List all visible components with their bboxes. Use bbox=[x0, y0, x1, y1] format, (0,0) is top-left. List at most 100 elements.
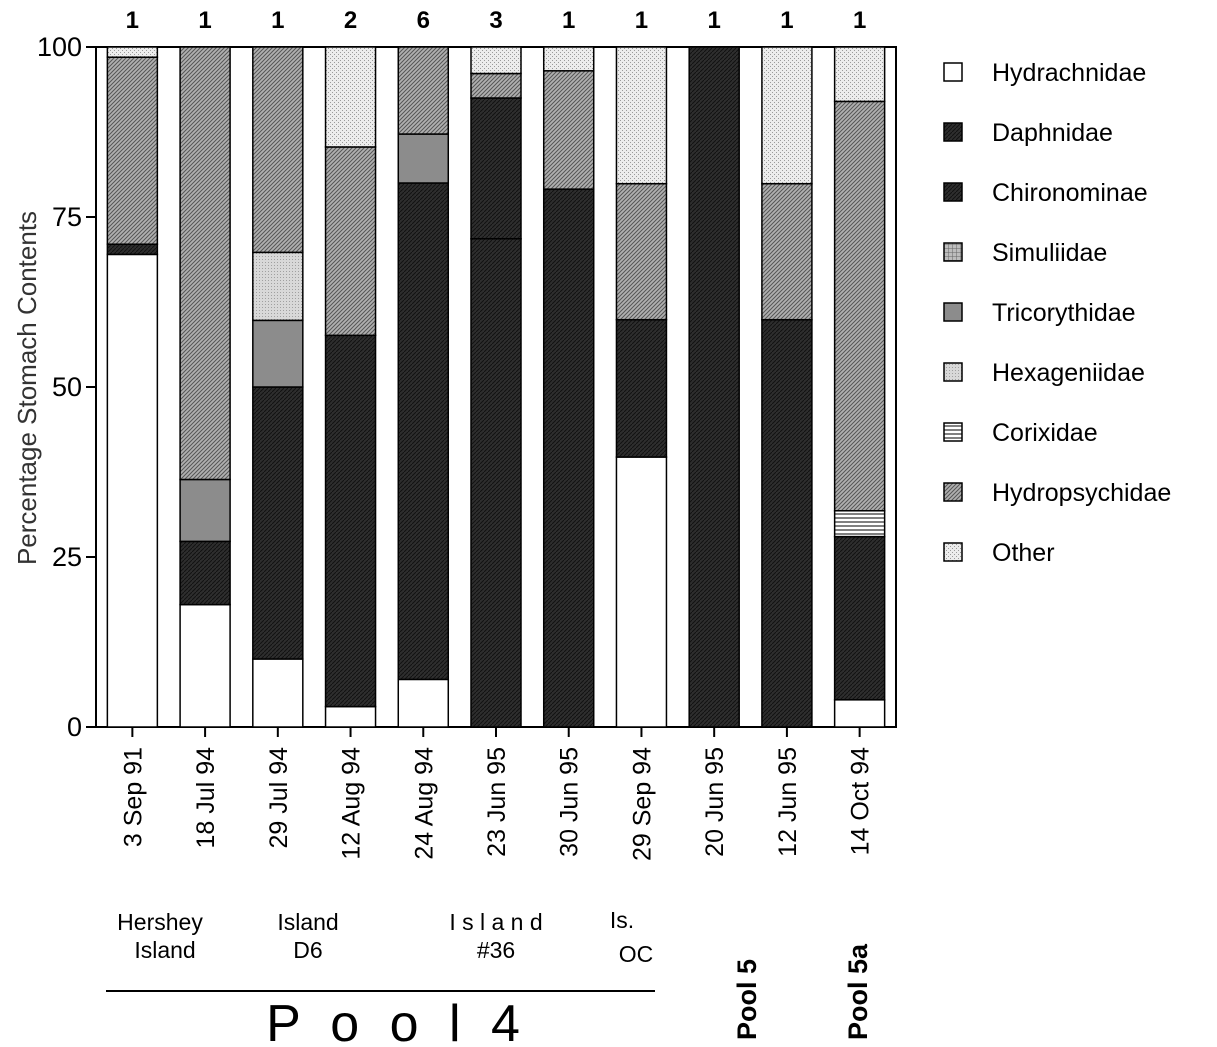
pool-5-label: Pool 5 bbox=[732, 959, 762, 1040]
bar-segment-chironominae bbox=[833, 535, 886, 701]
bar-count-label: 1 bbox=[271, 7, 284, 34]
bar-segment-tricorythidae bbox=[179, 478, 231, 543]
legend-label-chironominae: Chironominae bbox=[992, 179, 1148, 207]
site-label-d6-2: D6 bbox=[293, 937, 322, 963]
bar-segment-hydropsychidae bbox=[470, 72, 522, 99]
bar-count-labels: 1 1 1 2 6 3 1 1 1 1 1 bbox=[126, 7, 867, 34]
x-tick-label: 29 Jul 94 bbox=[265, 747, 293, 849]
bar-segment-hydropsychidae bbox=[324, 146, 377, 337]
y-tick-label: 25 bbox=[52, 542, 82, 572]
bar-segment-hydropsychidae bbox=[397, 46, 450, 135]
site-label-island36-1: I s l a n d bbox=[449, 909, 542, 935]
bar-segment-other bbox=[542, 46, 595, 72]
bar-segment-other bbox=[106, 46, 159, 58]
site-label-isoc-2: OC bbox=[619, 941, 654, 967]
pool-4-label: P o o l 4 bbox=[266, 995, 528, 1047]
bar-count-label: 6 bbox=[417, 7, 430, 34]
bar-segment-chironominae bbox=[761, 318, 813, 728]
y-tick-label: 75 bbox=[52, 202, 82, 232]
bar-segment-other bbox=[324, 46, 377, 148]
bar-count-label: 3 bbox=[489, 7, 502, 34]
bar-count-label: 1 bbox=[708, 7, 721, 34]
site-labels: Hershey Island Island D6 I s l a n d #36… bbox=[117, 907, 653, 967]
bar-segment-chironominae bbox=[252, 386, 304, 660]
x-tick-labels: 3 Sep 91 18 Jul 94 29 Jul 94 12 Aug 94 24 Au… bbox=[119, 747, 874, 861]
bar-segment-hydropsychidae bbox=[542, 70, 595, 190]
bar-count-label: 1 bbox=[635, 7, 648, 34]
bar-count-label: 1 bbox=[126, 7, 139, 34]
bar-segment-chironominae bbox=[324, 334, 377, 708]
legend-swatch-simuliidae bbox=[943, 242, 963, 262]
legend-label-corixidae: Corixidae bbox=[992, 419, 1098, 447]
legend-swatch-other bbox=[943, 542, 963, 562]
bar-segment-other bbox=[615, 46, 668, 185]
y-tick-label: 100 bbox=[37, 32, 82, 62]
y-tick-label: 0 bbox=[67, 712, 82, 742]
legend-swatch-hydropsychidae bbox=[943, 482, 963, 502]
bar-segment-hydropsychidae bbox=[179, 46, 231, 481]
legend-label-hexageniidae: Hexageniidae bbox=[992, 359, 1145, 387]
bar-segment-hydrachnidae bbox=[397, 678, 450, 728]
bar-segment-hydrachnidae bbox=[615, 456, 668, 728]
bar-segment-tricorythidae bbox=[397, 133, 450, 184]
bar-segment-chironominae bbox=[470, 97, 522, 240]
bar-segment-hydropsychidae bbox=[833, 100, 886, 512]
x-tick-label: 3 Sep 91 bbox=[119, 747, 147, 847]
bar-segment-hydropsychidae bbox=[106, 56, 159, 245]
bar-segment-chironominae bbox=[615, 318, 668, 458]
bar-segment-chironominae bbox=[179, 540, 231, 606]
site-label-hershey-2: Island bbox=[134, 937, 195, 963]
bar-count-label: 1 bbox=[780, 7, 793, 34]
legend-label-tricorythidae: Tricorythidae bbox=[992, 299, 1136, 327]
site-label-hershey-1: Hershey bbox=[117, 909, 203, 935]
bar-segment-other bbox=[470, 46, 522, 75]
bar-segment-other bbox=[761, 46, 813, 185]
bar-segment-daphnidae bbox=[470, 238, 522, 728]
legend-swatch-corixidae bbox=[943, 422, 963, 442]
legend-swatch-daphnidae bbox=[943, 122, 963, 142]
bar-segment-hydropsychidae bbox=[615, 182, 668, 321]
bars bbox=[106, 46, 886, 728]
x-tick-label: 24 Aug 94 bbox=[410, 747, 438, 860]
legend-label-other: Other bbox=[992, 539, 1055, 567]
bar-count-label: 2 bbox=[344, 7, 357, 34]
x-tick-label: 29 Sep 94 bbox=[628, 747, 656, 861]
bar-segment-corixidae bbox=[833, 510, 886, 538]
legend-swatch-hydrachnidae bbox=[943, 62, 963, 82]
legend-swatch-hexageniidae bbox=[943, 362, 963, 382]
legend-swatch-chironominae bbox=[943, 182, 963, 202]
bar-segment-hydropsychidae bbox=[761, 182, 813, 321]
bar-segment-hydrachnidae bbox=[252, 658, 304, 728]
legend-label-daphnidae: Daphnidae bbox=[992, 119, 1113, 147]
bar-count-label: 1 bbox=[562, 7, 575, 34]
site-label-isoc-1: Is. bbox=[610, 907, 634, 933]
y-tick-label: 50 bbox=[52, 372, 82, 402]
bar-segment-hydropsychidae bbox=[252, 46, 304, 254]
bar-segment-tricorythidae bbox=[252, 319, 304, 388]
x-tick-label: 30 Jun 95 bbox=[556, 747, 584, 857]
bar-count-label: 1 bbox=[198, 7, 211, 34]
legend: Hydrachnidae Daphnidae Chironominae Simulii… bbox=[943, 59, 1171, 567]
bar-segment-chironominae bbox=[542, 188, 595, 728]
legend-label-simuliidae: Simuliidae bbox=[992, 239, 1107, 267]
bar-count-label: 1 bbox=[853, 7, 866, 34]
bar-segment-hydrachnidae bbox=[179, 603, 231, 728]
bar-segment-hexageniidae bbox=[252, 251, 304, 322]
bar-segment-chironominae bbox=[688, 46, 740, 728]
site-label-island36-2: #36 bbox=[477, 937, 515, 963]
legend-label-hydrachnidae: Hydrachnidae bbox=[992, 59, 1146, 87]
bar-segment-hydrachnidae bbox=[324, 705, 377, 728]
bar-segment-chironominae bbox=[106, 243, 159, 256]
x-tick-label: 20 Jun 95 bbox=[701, 747, 729, 857]
bar-segment-other bbox=[833, 46, 886, 103]
site-label-d6-1: Island bbox=[277, 909, 338, 935]
bar-segment-chironominae bbox=[397, 182, 450, 681]
bar-segment-hydrachnidae bbox=[833, 699, 886, 728]
legend-label-hydropsychidae: Hydropsychidae bbox=[992, 479, 1171, 507]
x-tick-label: 23 Jun 95 bbox=[483, 747, 511, 857]
bar-segment-hydrachnidae bbox=[106, 253, 159, 728]
y-axis-label: Percentage Stomach Contents bbox=[12, 211, 42, 565]
x-tick-label: 14 Oct 94 bbox=[847, 747, 875, 855]
pool-5a-label: Pool 5a bbox=[843, 943, 873, 1040]
